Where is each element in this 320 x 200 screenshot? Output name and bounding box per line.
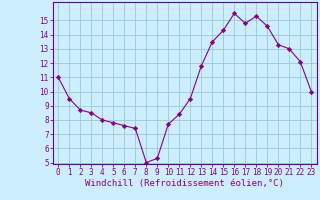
X-axis label: Windchill (Refroidissement éolien,°C): Windchill (Refroidissement éolien,°C) <box>85 179 284 188</box>
